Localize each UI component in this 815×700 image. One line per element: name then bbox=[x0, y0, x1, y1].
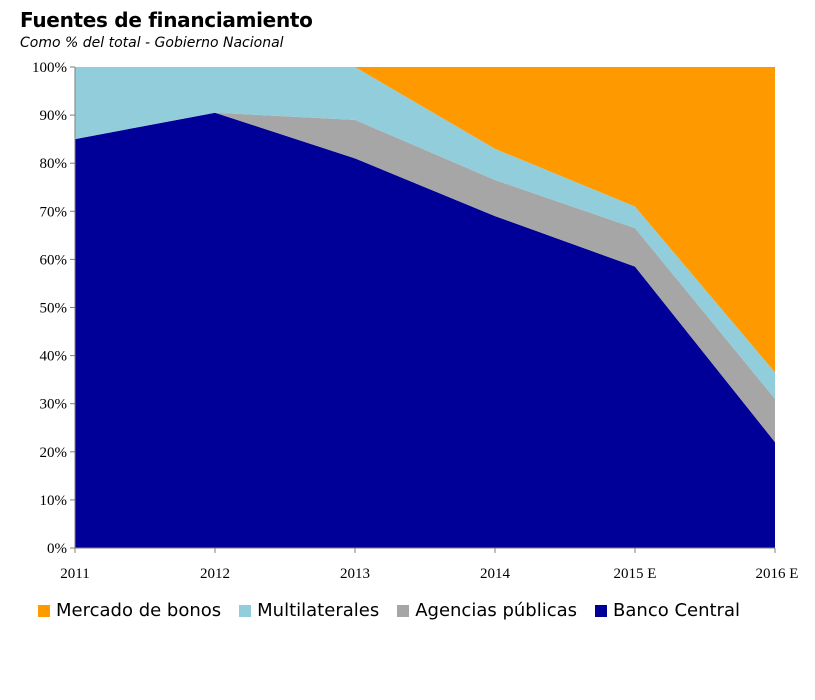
y-tick-label: 90% bbox=[40, 108, 68, 124]
legend-item-banco-central: Banco Central bbox=[595, 600, 740, 621]
x-tick-label: 2015 E bbox=[614, 566, 657, 582]
x-tick-label: 2011 bbox=[60, 566, 89, 582]
legend-swatch bbox=[239, 604, 252, 617]
area-series-group bbox=[75, 67, 775, 548]
chart-subtitle: Como % del total - Gobierno Nacional bbox=[20, 35, 284, 51]
area-mercado-de-bonos bbox=[75, 67, 775, 373]
legend-swatch bbox=[38, 604, 50, 617]
y-tick-label: 40% bbox=[40, 349, 68, 365]
legend-item-multilaterales: Multilaterales bbox=[239, 600, 379, 621]
x-tick-labels: 2011 2012 2013 2014 2015 E 2016 E bbox=[60, 566, 798, 582]
legend-label: Multilaterales bbox=[257, 600, 380, 621]
area-banco-central bbox=[75, 112, 775, 548]
x-tick-label: 2016 E bbox=[756, 566, 799, 582]
y-tick-label: 60% bbox=[40, 252, 68, 268]
legend-swatch bbox=[397, 604, 410, 617]
axes-group bbox=[70, 66, 776, 553]
y-tick-label: 100% bbox=[32, 60, 67, 76]
y-tick-label: 30% bbox=[40, 397, 68, 413]
y-tick-label: 80% bbox=[40, 156, 68, 172]
y-tick-labels: 0% 10% 20% 30% 40% 50% 60% 70% 80% 90% 100% bbox=[32, 60, 67, 557]
y-tick-label: 70% bbox=[40, 204, 68, 220]
x-tick-label: 2014 bbox=[480, 566, 511, 582]
area-agencias-publicas bbox=[75, 112, 775, 443]
y-tick-label: 10% bbox=[40, 493, 68, 509]
legend-swatch bbox=[595, 604, 608, 617]
legend-item-agencias-publicas: Agencias públicas bbox=[397, 600, 577, 621]
legend-label: Mercado de bonos bbox=[56, 600, 222, 621]
y-tick-label: 0% bbox=[47, 541, 67, 557]
chart-legend: Mercado de bonos Multilaterales Agencias p… bbox=[38, 600, 758, 621]
x-tick-label: 2013 bbox=[340, 566, 370, 582]
legend-item-mercado-de-bonos: Mercado de bonos bbox=[38, 600, 221, 621]
y-tick-label: 50% bbox=[40, 301, 68, 317]
area-multilaterales bbox=[75, 67, 775, 399]
x-tick-label: 2012 bbox=[200, 566, 230, 582]
y-tick-label: 20% bbox=[40, 445, 68, 461]
legend-label: Agencias públicas bbox=[415, 600, 578, 621]
legend-label: Banco Central bbox=[613, 600, 740, 621]
chart-title: Fuentes de financiamiento bbox=[20, 8, 313, 32]
